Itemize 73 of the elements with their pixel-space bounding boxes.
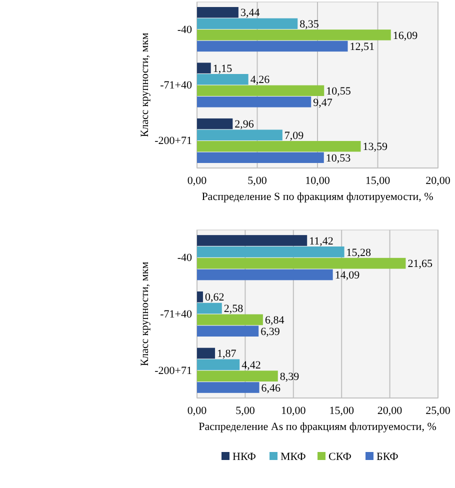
data-label: 7,09 [284, 130, 304, 142]
data-label: 4,42 [242, 360, 261, 372]
y-tick-label: -200+71 [154, 364, 192, 377]
bar [197, 314, 263, 326]
data-label: 15,28 [346, 246, 372, 259]
data-label: 6,39 [260, 326, 280, 338]
data-label: 11,42 [309, 235, 334, 248]
data-label: 9,47 [313, 96, 333, 109]
data-label: 8,39 [280, 370, 300, 383]
y-tick-label: -200+71 [154, 135, 192, 148]
bar [197, 140, 361, 152]
y-axis-title: Класс крупности, мкм [139, 262, 151, 366]
bar [197, 246, 344, 258]
x-tick-label: 10,00 [305, 174, 330, 187]
bar [197, 96, 312, 108]
bar [197, 40, 348, 52]
data-label: 14,09 [334, 270, 360, 282]
bar [197, 382, 260, 393]
y-axis-title: Класс крупности, мкм [139, 32, 151, 138]
x-tick-label: 5,00 [248, 174, 268, 187]
data-label: 3,44 [240, 7, 260, 20]
bar [197, 302, 222, 314]
x-tick-label: 20,00 [426, 174, 451, 187]
bar [197, 359, 240, 370]
bar [197, 348, 216, 359]
x-tick-label: 0,00 [187, 174, 208, 187]
bar [197, 74, 248, 85]
x-tick-label: 25,00 [426, 404, 451, 417]
data-label: 2,58 [224, 303, 244, 316]
bar [197, 258, 406, 269]
data-label: 16,09 [392, 30, 418, 42]
data-label: 8,35 [300, 18, 320, 31]
bar [197, 235, 308, 246]
legend-label: МКФ [280, 450, 306, 463]
y-tick-label: -40 [177, 252, 192, 264]
bar [197, 370, 278, 382]
bar [197, 269, 333, 280]
bar [197, 62, 211, 74]
data-label: 4,26 [250, 74, 270, 86]
x-tick-label: 0,00 [187, 404, 208, 417]
data-label: 1,15 [212, 62, 233, 75]
bar [197, 85, 324, 96]
legend-label: БКФ [376, 450, 399, 463]
bar [197, 152, 324, 163]
data-label: 10,53 [326, 152, 352, 164]
bar [197, 30, 391, 40]
y-tick-label: -40 [177, 24, 192, 36]
legend-label: НКФ [232, 450, 256, 463]
bar [197, 7, 238, 18]
bar [197, 130, 282, 140]
bar [197, 291, 203, 302]
bar [197, 18, 298, 30]
data-label: 6,46 [261, 382, 282, 394]
x-axis-title: Распределение As по фракциям флотируемости, % [198, 421, 436, 433]
bar [197, 118, 233, 130]
x-tick-label: 5,00 [236, 404, 256, 417]
legend-label: СКФ [328, 450, 352, 463]
data-label: 6,84 [264, 314, 285, 327]
data-label: 21,65 [408, 258, 433, 270]
x-tick-label: 20,00 [377, 404, 403, 417]
data-label: 2,96 [234, 118, 254, 131]
data-label: 0,62 [204, 292, 224, 304]
bar [197, 326, 259, 337]
x-axis-title: Распределение S по фракциям флотируемости, % [202, 191, 434, 203]
data-label: 1,87 [217, 348, 237, 360]
x-tick-label: 15,00 [329, 404, 354, 417]
data-label: 12,51 [350, 41, 374, 54]
x-tick-label: 10,00 [281, 404, 306, 417]
y-tick-label: -71+40 [160, 308, 192, 321]
x-tick-label: 15,00 [365, 174, 391, 187]
y-tick-label: -71+40 [160, 80, 192, 92]
data-label: 10,55 [326, 85, 352, 98]
data-label: 13,59 [362, 141, 388, 154]
